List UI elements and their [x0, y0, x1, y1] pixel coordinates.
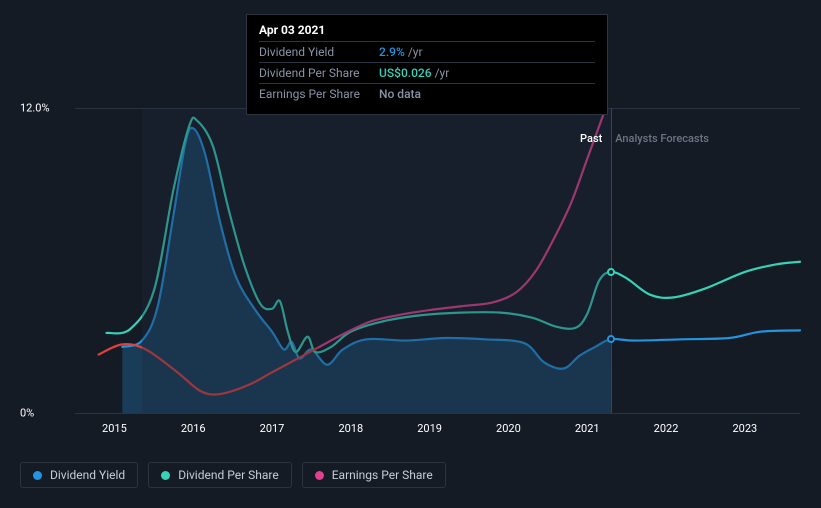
- tooltip-row: Earnings Per ShareNo data: [259, 83, 595, 104]
- legend-item-dividend-per-share[interactable]: Dividend Per Share: [148, 462, 292, 488]
- tooltip-row: Dividend Per ShareUS$0.026/yr: [259, 62, 595, 83]
- y-axis-label: 12.0%: [20, 102, 50, 115]
- x-axis-label: 2018: [338, 422, 363, 435]
- legend-swatch: [161, 471, 170, 480]
- tooltip-row-label: Dividend Per Share: [259, 66, 379, 80]
- legend-label: Earnings Per Share: [332, 468, 433, 482]
- tooltip-row-label: Earnings Per Share: [259, 87, 379, 101]
- past-zone-label: Past: [580, 132, 602, 145]
- y-axis-label: 0%: [20, 407, 34, 420]
- past-region-shade: [142, 108, 611, 413]
- dividend_per_share-marker: [607, 268, 615, 276]
- dividend-chart: 201520162017201820192020202120222023Past…: [20, 108, 800, 428]
- x-axis-label: 2015: [102, 422, 127, 435]
- legend-label: Dividend Per Share: [178, 468, 279, 482]
- x-axis-label: 2022: [654, 422, 679, 435]
- tooltip-row-unit: /yr: [408, 45, 423, 59]
- chart-tooltip: Apr 03 2021 Dividend Yield2.9%/yrDividen…: [246, 14, 608, 115]
- x-axis-label: 2016: [181, 422, 206, 435]
- x-axis-label: 2020: [496, 422, 521, 435]
- legend-item-earnings-per-share[interactable]: Earnings Per Share: [302, 462, 446, 488]
- tooltip-row-unit: /yr: [435, 66, 450, 80]
- hover-indicator-line: [611, 108, 612, 413]
- tooltip-row: Dividend Yield2.9%/yr: [259, 41, 595, 62]
- gridline: [75, 413, 800, 414]
- tooltip-date: Apr 03 2021: [259, 23, 595, 37]
- tooltip-row-value: US$0.026: [379, 66, 432, 80]
- tooltip-row-value: No data: [379, 87, 421, 101]
- legend-item-dividend-yield[interactable]: Dividend Yield: [20, 462, 138, 488]
- x-axis-label: 2019: [417, 422, 442, 435]
- forecast-zone-label: Analysts Forecasts: [615, 132, 709, 145]
- chart-legend: Dividend Yield Dividend Per Share Earnings…: [20, 462, 446, 488]
- tooltip-row-label: Dividend Yield: [259, 45, 379, 59]
- x-axis-label: 2023: [732, 422, 757, 435]
- tooltip-row-value: 2.9%: [379, 45, 405, 59]
- legend-label: Dividend Yield: [50, 468, 125, 482]
- legend-swatch: [315, 471, 324, 480]
- legend-swatch: [33, 471, 42, 480]
- dividend_yield-marker: [607, 335, 615, 343]
- x-axis-label: 2021: [575, 422, 600, 435]
- plot-area[interactable]: 201520162017201820192020202120222023Past…: [75, 108, 800, 413]
- x-axis-label: 2017: [260, 422, 285, 435]
